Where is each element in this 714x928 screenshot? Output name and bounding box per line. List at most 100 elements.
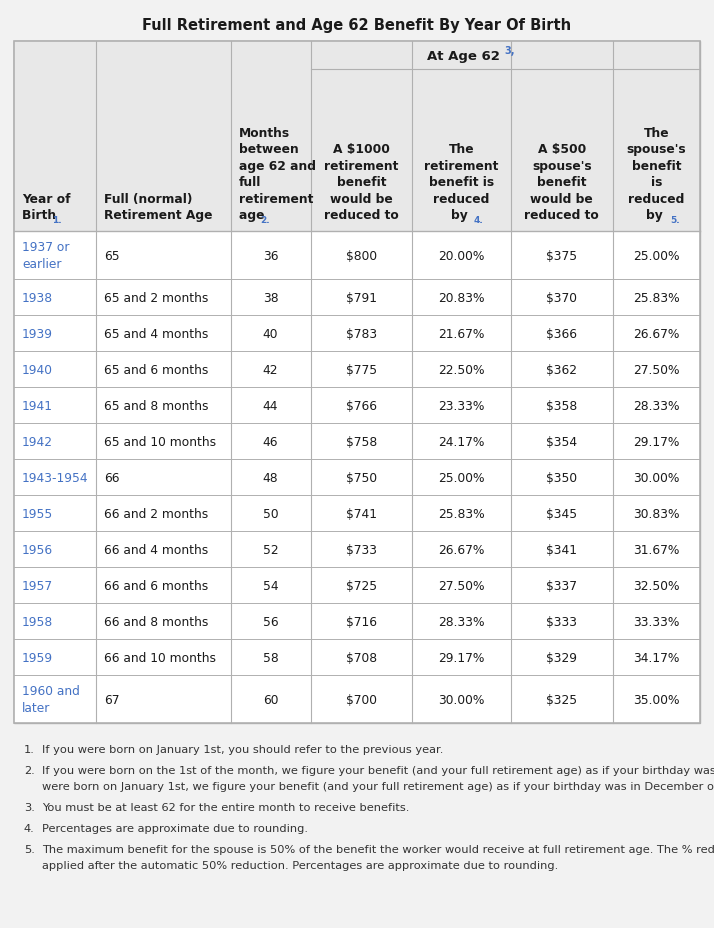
Text: 65: 65 [104,250,119,263]
Text: 67: 67 [104,693,119,705]
Text: $325: $325 [546,693,578,705]
Text: Percentages are approximate due to rounding.: Percentages are approximate due to round… [42,823,308,833]
Text: $700: $700 [346,693,377,705]
Bar [14,423,700,459]
Text: $783: $783 [346,328,377,341]
Text: Full Retirement and Age 62 Benefit By Year Of Birth: Full Retirement and Age 62 Benefit By Ye… [142,18,572,32]
Text: $758: $758 [346,435,377,448]
Text: $345: $345 [546,507,578,520]
Text: 66: 66 [104,471,119,484]
Text: $329: $329 [546,651,577,664]
Text: A $1000
retirement
benefit
would be
reduced to: A $1000 retirement benefit would be redu… [324,143,399,222]
Text: 50: 50 [263,507,278,520]
Text: 65 and 2 months: 65 and 2 months [104,291,208,304]
Text: applied after the automatic 50% reduction. Percentages are approximate due to ro: applied after the automatic 50% reductio… [42,860,558,870]
Text: 25.00%: 25.00% [438,471,485,484]
Text: 52: 52 [263,543,278,556]
Text: $733: $733 [346,543,377,556]
Text: Full (normal)
Retirement Age: Full (normal) Retirement Age [104,192,212,222]
Text: $791: $791 [346,291,377,304]
Text: 38: 38 [263,291,278,304]
Text: 27.50%: 27.50% [633,363,680,376]
Text: 30.83%: 30.83% [633,507,680,520]
Text: $725: $725 [346,579,377,592]
Text: $716: $716 [346,615,377,628]
Bar [14,352,700,388]
Text: 20.83%: 20.83% [438,291,485,304]
Text: 22.50%: 22.50% [438,363,485,376]
Text: If you were born on January 1st, you should refer to the previous year.: If you were born on January 1st, you sho… [42,744,443,754]
Text: $766: $766 [346,399,377,412]
Bar [14,388,700,423]
Text: $362: $362 [546,363,577,376]
Text: 29.17%: 29.17% [438,651,485,664]
Text: 36: 36 [263,250,278,263]
Text: Months
between
age 62 and
full
retirement
age: Months between age 62 and full retiremen… [238,126,316,222]
Text: 65 and 10 months: 65 and 10 months [104,435,216,448]
Text: $354: $354 [546,435,578,448]
Text: 31.67%: 31.67% [633,543,680,556]
Text: 60: 60 [263,693,278,705]
Text: The
retirement
benefit is
reduced
by: The retirement benefit is reduced by [424,143,499,222]
Text: $333: $333 [546,615,577,628]
Bar [14,42,700,723]
Bar [311,42,700,70]
Text: 4.: 4. [473,216,483,225]
Text: 1939: 1939 [22,328,53,341]
Text: 1958: 1958 [22,615,54,628]
Text: $341: $341 [546,543,577,556]
Text: 33.33%: 33.33% [633,615,680,628]
Text: 1959: 1959 [22,651,53,664]
Bar [14,603,700,639]
Text: $358: $358 [546,399,578,412]
Bar [14,459,700,496]
Text: 3,: 3, [504,46,515,56]
Text: 1943-1954: 1943-1954 [22,471,89,484]
Text: 5.: 5. [670,216,680,225]
Text: 1.: 1. [24,744,35,754]
Text: 65 and 8 months: 65 and 8 months [104,399,208,412]
Bar [14,232,700,279]
Text: 58: 58 [263,651,278,664]
Text: 3.: 3. [24,802,35,812]
Text: $775: $775 [346,363,377,376]
Text: 27.50%: 27.50% [438,579,485,592]
Text: 30.00%: 30.00% [633,471,680,484]
Text: 44: 44 [263,399,278,412]
Text: 1941: 1941 [22,399,53,412]
Text: 35.00%: 35.00% [633,693,680,705]
Text: 1942: 1942 [22,435,53,448]
Text: 30.00%: 30.00% [438,693,485,705]
Text: were born on January 1st, we figure your benefit (and your full retirement age) : were born on January 1st, we figure your… [42,781,714,792]
Bar [14,279,700,316]
Text: The
spouse's
benefit
is
reduced
by: The spouse's benefit is reduced by [626,126,686,222]
Bar [14,532,700,567]
Text: 1960 and
later: 1960 and later [22,684,80,715]
Text: $708: $708 [346,651,377,664]
Bar [14,42,700,723]
Text: 28.33%: 28.33% [633,399,680,412]
Text: 1938: 1938 [22,291,53,304]
Text: 1940: 1940 [22,363,53,376]
Text: $350: $350 [546,471,578,484]
Text: $370: $370 [546,291,577,304]
Text: 25.83%: 25.83% [438,507,485,520]
Text: 1955: 1955 [22,507,54,520]
Text: The maximum benefit for the spouse is 50% of the benefit the worker would receiv: The maximum benefit for the spouse is 50… [42,844,714,854]
Text: 26.67%: 26.67% [633,328,680,341]
Text: $741: $741 [346,507,377,520]
Text: You must be at least 62 for the entire month to receive benefits.: You must be at least 62 for the entire m… [42,802,409,812]
Text: 25.83%: 25.83% [633,291,680,304]
Text: $375: $375 [546,250,578,263]
Text: 46: 46 [263,435,278,448]
Bar [14,42,311,70]
Text: 34.17%: 34.17% [633,651,680,664]
Text: 1957: 1957 [22,579,53,592]
Text: 66 and 4 months: 66 and 4 months [104,543,208,556]
Text: 20.00%: 20.00% [438,250,485,263]
Text: 42: 42 [263,363,278,376]
Text: 2.: 2. [261,216,270,225]
Text: 1.: 1. [52,216,61,225]
Text: 28.33%: 28.33% [438,615,485,628]
Text: 65 and 4 months: 65 and 4 months [104,328,208,341]
